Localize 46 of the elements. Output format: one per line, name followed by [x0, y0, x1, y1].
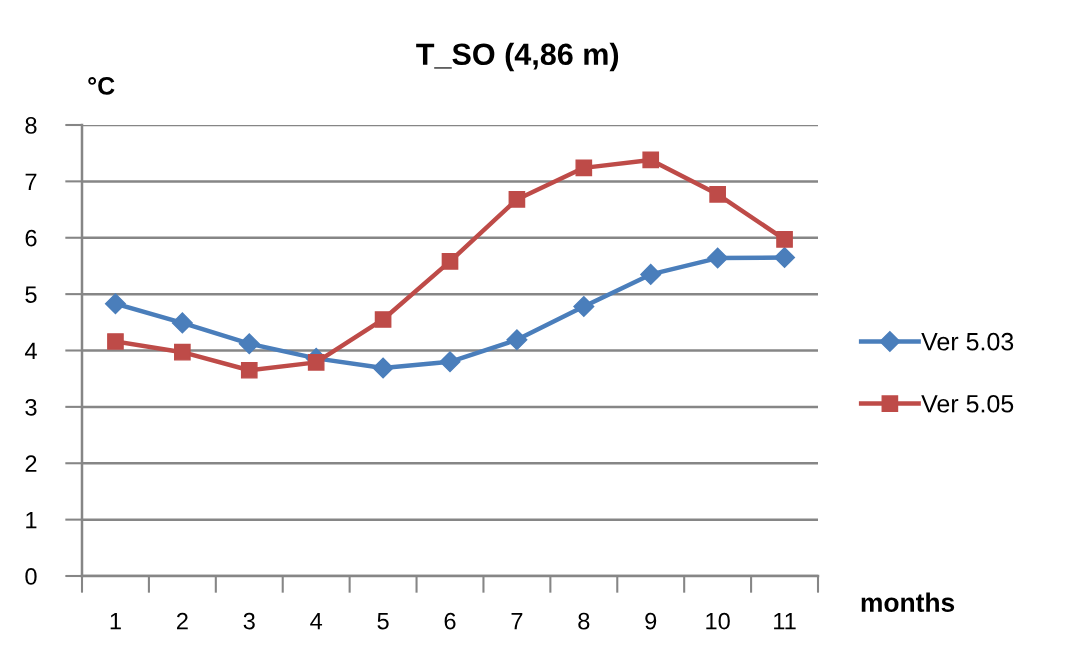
point [575, 159, 593, 177]
point [640, 263, 662, 285]
y-tick-label: 0 [25, 568, 37, 585]
y-tick-label: 5 [25, 286, 37, 303]
point [372, 357, 394, 379]
x-axis-title: months [861, 592, 955, 612]
x-tick-label: 11 [774, 612, 796, 630]
x-tick-label: 1 [110, 612, 121, 630]
point [374, 311, 392, 328]
y-tick-label: 8 [25, 117, 37, 134]
point [709, 186, 726, 203]
x-tick-label: 4 [310, 612, 323, 630]
y-tick-label: 3 [25, 398, 37, 416]
point [508, 191, 526, 208]
point [506, 329, 528, 351]
y-tick-label: 1 [26, 511, 37, 529]
point [573, 296, 595, 318]
y-tick-label: 2 [25, 455, 37, 472]
point [104, 293, 126, 315]
x-tick-label: 9 [645, 612, 657, 630]
point [441, 253, 459, 270]
point [774, 246, 796, 268]
point [107, 333, 124, 350]
point [240, 361, 258, 379]
point [174, 343, 191, 361]
chart-title: T_SO (4,86 m) [416, 42, 619, 72]
y-tick-label: 7 [25, 173, 37, 190]
x-tick-label: 5 [377, 612, 389, 630]
x-tick-label: 7 [511, 612, 523, 630]
x-tick-label: 3 [243, 612, 255, 630]
x-tick-label: 10 [706, 612, 730, 630]
point [776, 231, 793, 248]
point [439, 351, 461, 373]
x-tick-label: 2 [176, 612, 188, 630]
point [307, 354, 325, 371]
point [238, 333, 260, 355]
y-tick-label: 6 [25, 229, 37, 247]
point [642, 151, 660, 169]
legend-label: Ver 5.05 [921, 394, 1014, 413]
point [171, 312, 193, 334]
x-tick-label: 8 [578, 612, 590, 630]
x-tick-label: 6 [444, 612, 456, 630]
y-axis-title: °C [88, 77, 115, 95]
y-tick-label: 4 [24, 342, 37, 360]
point [707, 247, 729, 269]
legend-label: Ver 5.03 [921, 332, 1014, 351]
